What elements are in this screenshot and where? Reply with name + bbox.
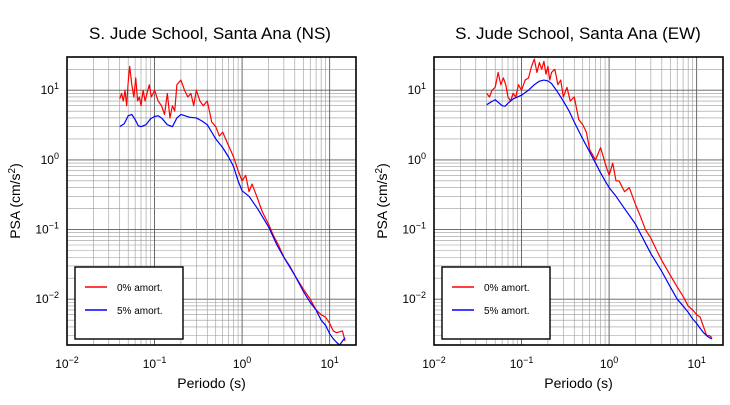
legend-label: 0% amort. (117, 283, 163, 294)
x-axis-label: Periodo (s) (544, 375, 612, 391)
x-tick-label: 100 (600, 355, 618, 371)
chart-panel-ns: 10−2 10−1 100 101 10−2 10−1 100 101 S. Jude Scho… (7, 24, 357, 391)
y-axis-label: PSA (cm/s2) (7, 163, 23, 239)
x-tick-label: 101 (320, 355, 338, 371)
x-tick-label: 10−1 (510, 355, 534, 371)
x-tick-label: 101 (687, 355, 705, 371)
y-tick-label: 100 (408, 151, 426, 167)
x-axis-label: Periodo (s) (177, 375, 245, 391)
legend-label: 5% amort. (484, 306, 530, 317)
legend: 0% amort. 5% amort. (441, 266, 551, 340)
y-tick-label: 100 (41, 151, 59, 167)
legend: 0% amort. 5% amort. (74, 266, 184, 340)
series-line-blue (486, 79, 713, 340)
y-tick-label: 10−2 (402, 290, 426, 306)
series-line-red (486, 58, 713, 339)
chart-title: S. Jude School, Santa Ana (NS) (89, 24, 331, 43)
y-tick-label: 10−1 (402, 221, 426, 237)
chart-title: S. Jude School, Santa Ana (EW) (455, 24, 701, 43)
y-tick-label: 101 (41, 81, 59, 97)
legend-label: 0% amort. (484, 283, 530, 294)
plot-frame (433, 56, 724, 346)
chart-panel-ew: 10−2 10−1 100 101 10−2 10−1 100 101 S. Jude Scho… (374, 24, 724, 391)
y-tick-label: 10−2 (35, 290, 59, 306)
y-tick-label: 10−1 (35, 221, 59, 237)
legend-box (74, 266, 184, 340)
y-axis-label: PSA (cm/s2) (374, 163, 390, 239)
plot-frame (66, 56, 357, 346)
y-tick-label: 101 (408, 81, 426, 97)
series-line-blue (119, 113, 346, 346)
x-tick-label: 10−2 (55, 355, 79, 371)
legend-label: 5% amort. (117, 306, 163, 317)
x-tick-label: 10−2 (422, 355, 446, 371)
legend-box (441, 266, 551, 340)
x-tick-label: 100 (233, 355, 251, 371)
x-tick-label: 10−1 (143, 355, 167, 371)
